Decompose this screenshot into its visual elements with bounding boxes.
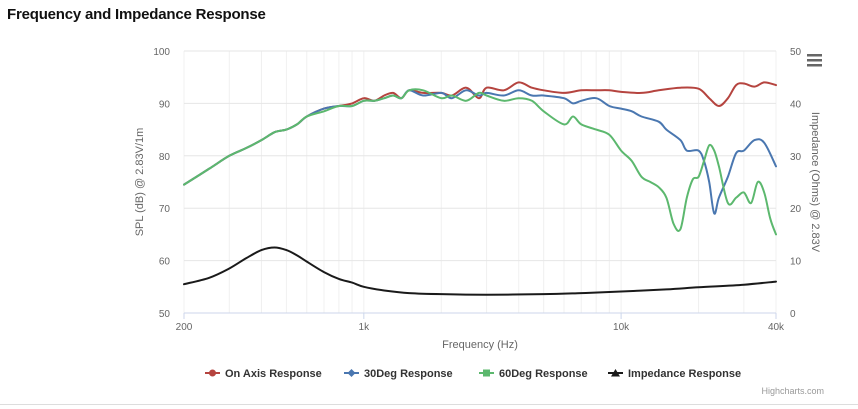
y-left-tick-label: 70 [159, 204, 171, 215]
y-right-tick-label: 50 [790, 47, 802, 58]
legend-item-60deg-response[interactable]: 60Deg Response [479, 368, 588, 380]
y-axis-left-ticks: 50 60 70 80 90 100 [153, 47, 170, 320]
y-left-tick-label: 60 [159, 257, 171, 268]
chart: 200 1k 10k 40k 50 60 70 80 90 100 0 10 20 30 40 50 Fr… [134, 47, 824, 396]
legend-label-on-axis-response: On Axis Response [225, 368, 322, 380]
hamburger-menu-icon[interactable] [807, 54, 822, 67]
x-tick-label: 40k [768, 322, 785, 333]
credits[interactable]: Highcharts.com [761, 386, 824, 396]
legend-label-60deg-response: 60Deg Response [499, 368, 588, 380]
legend-marker-triangle-icon [611, 369, 620, 377]
y-left-tick-label: 90 [159, 99, 171, 110]
y-left-tick-label: 80 [159, 152, 171, 163]
page-title: Frequency and Impedance Response [7, 6, 266, 23]
series-line-impedance-response [183, 246, 777, 296]
legend-marker-square-icon [483, 369, 490, 377]
legend-marker-diamond-icon [347, 369, 356, 377]
legend: On Axis Response 30Deg Response 60Deg Resp… [205, 368, 741, 380]
y-right-tick-label: 40 [790, 99, 802, 110]
legend-marker-circle-icon [209, 369, 216, 377]
x-axis-title: Frequency (Hz) [442, 339, 518, 351]
y-right-tick-label: 20 [790, 204, 802, 215]
grid-lines [183, 50, 777, 314]
x-tick-label: 1k [359, 322, 371, 333]
legend-item-on-axis-response[interactable]: On Axis Response [205, 368, 322, 380]
y-axis-left-title: SPL (dB) @ 2.83V/1m [134, 128, 146, 237]
y-right-tick-label: 0 [790, 309, 796, 320]
bottom-divider [0, 404, 858, 405]
legend-label-impedance-response: Impedance Response [628, 368, 741, 380]
series-lines [183, 81, 777, 296]
legend-label-30deg-response: 30Deg Response [364, 368, 453, 380]
series-line-60deg-response [183, 88, 777, 236]
y-axis-right-title: Impedance (Ohms) @ 2.83V [809, 112, 821, 253]
x-tick-label: 200 [176, 322, 193, 333]
y-left-tick-label: 100 [153, 47, 170, 58]
y-left-tick-label: 50 [159, 309, 171, 320]
y-axis-right-ticks: 0 10 20 30 40 50 [790, 47, 802, 320]
legend-item-impedance-response[interactable]: Impedance Response [608, 368, 741, 380]
x-tick-label: 10k [613, 322, 630, 333]
legend-item-30deg-response[interactable]: 30Deg Response [344, 368, 453, 380]
y-right-tick-label: 30 [790, 152, 802, 163]
y-right-tick-label: 10 [790, 257, 802, 268]
x-axis-ticks: 200 1k 10k 40k [176, 313, 785, 333]
